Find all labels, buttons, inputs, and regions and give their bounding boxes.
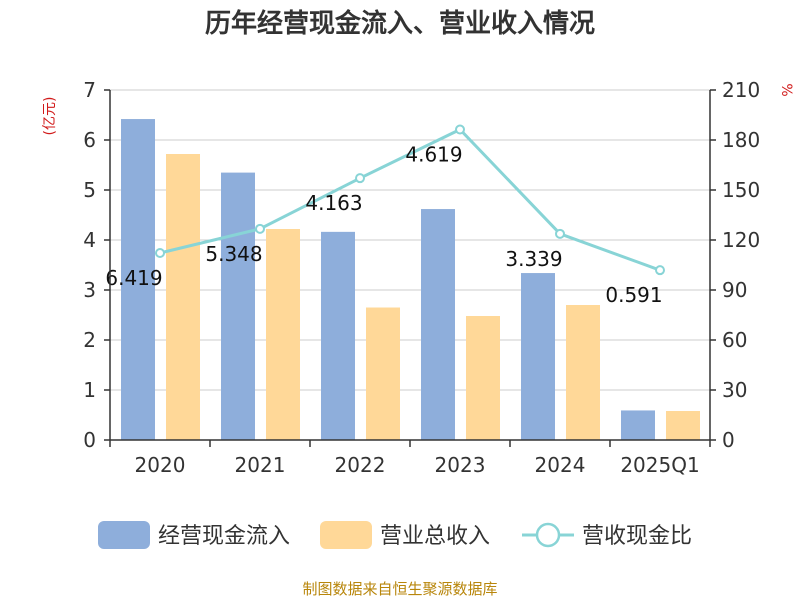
data-source: 制图数据来自恒生聚源数据库 xyxy=(302,580,497,598)
data-label-cash-inflow: 6.419 xyxy=(105,266,162,290)
legend: 经营现金流入 营业总收入 营收现金比 xyxy=(98,521,692,549)
chart-title: 历年经营现金流入、营业收入情况 xyxy=(205,8,595,39)
y-right-tick-label: 120 xyxy=(722,228,760,252)
bar-cash-inflow xyxy=(421,209,455,440)
ratio-point xyxy=(255,223,265,234)
ratio-point xyxy=(155,248,165,258)
y-right-tick-label: 60 xyxy=(722,328,747,352)
ratio-line-layer xyxy=(155,124,665,276)
legend-label-revenue: 营业总收入 xyxy=(380,524,490,549)
bar-cash-inflow xyxy=(621,410,655,440)
bar-revenue xyxy=(166,154,200,440)
data-label-cash-inflow: 4.619 xyxy=(405,143,462,167)
legend-swatch-revenue xyxy=(320,521,372,549)
x-tick-label: 2022 xyxy=(335,453,386,477)
bar-cash-inflow xyxy=(521,273,555,440)
y-right-tick-label: 210 xyxy=(722,78,760,102)
x-tick-label: 2024 xyxy=(535,453,586,477)
x-tick-label: 2021 xyxy=(235,453,286,477)
ratio-point xyxy=(355,173,365,184)
axes: 0 1 2 3 4 5 6 7 0 30 60 90 120 150 180 210 2020 2021 2022 2… xyxy=(83,78,760,477)
y-right-tick-label: 30 xyxy=(722,378,747,402)
y-right-tick-label: 150 xyxy=(722,178,760,202)
y-left-tick-label: 2 xyxy=(83,328,96,352)
bar-revenue xyxy=(266,229,300,440)
y-left-unit: (亿元) xyxy=(42,97,58,136)
bar-revenue xyxy=(566,305,600,440)
ratio-point xyxy=(555,228,565,239)
data-label-cash-inflow: 4.163 xyxy=(305,191,362,215)
bar-revenue xyxy=(366,307,400,440)
data-label-cash-inflow: 3.339 xyxy=(505,247,562,271)
bar-cash-inflow xyxy=(321,231,355,440)
y-left-tick-label: 5 xyxy=(83,178,96,202)
y-left-tick-label: 7 xyxy=(83,78,96,102)
bars xyxy=(121,119,700,441)
y-right-unit: % xyxy=(778,83,794,96)
y-right-tick-label: 180 xyxy=(722,128,760,152)
legend-label-ratio: 营收现金比 xyxy=(582,524,692,549)
y-left-tick-label: 1 xyxy=(83,378,96,402)
y-left-tick-label: 4 xyxy=(83,228,96,252)
legend-label-cash-inflow: 经营现金流入 xyxy=(158,524,290,549)
bar-cash-inflow xyxy=(221,172,255,440)
x-tick-label: 2023 xyxy=(435,453,486,477)
y-right-tick-label: 90 xyxy=(722,278,747,302)
bar-revenue xyxy=(666,411,700,440)
ratio-point xyxy=(655,265,665,276)
legend-marker-ratio xyxy=(535,522,561,548)
x-tick-label: 2025Q1 xyxy=(620,453,699,477)
legend-swatch-cash-inflow xyxy=(98,521,150,549)
y-left-tick-label: 3 xyxy=(83,278,96,302)
data-labels: 6.419 5.348 4.163 4.619 3.339 0.591 xyxy=(105,143,662,308)
x-tick-label: 2020 xyxy=(135,453,186,477)
y-right-tick-label: 0 xyxy=(722,428,735,452)
bar-revenue xyxy=(466,316,500,440)
ratio-line xyxy=(159,127,661,272)
data-label-cash-inflow: 5.348 xyxy=(205,242,262,266)
ratio-point xyxy=(455,124,465,135)
bar-cash-inflow xyxy=(121,119,155,441)
y-left-tick-label: 6 xyxy=(83,128,96,152)
y-left-tick-label: 0 xyxy=(83,428,96,452)
data-label-cash-inflow: 0.591 xyxy=(605,283,662,307)
